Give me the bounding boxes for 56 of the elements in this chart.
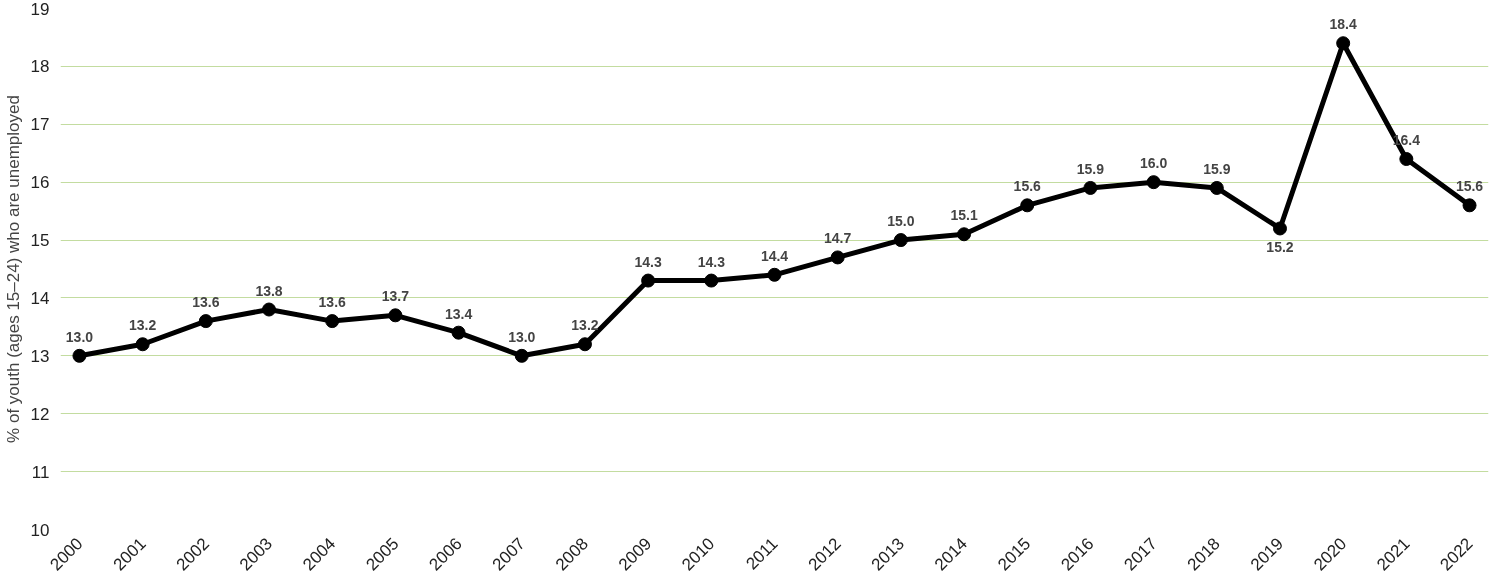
y-tick-label: 16 [30, 173, 50, 193]
y-tick-label: 14 [30, 288, 50, 308]
data-label: 14.4 [760, 247, 789, 264]
point [704, 273, 719, 288]
point [767, 267, 782, 282]
data-label: 18.4 [1329, 16, 1358, 33]
point [135, 337, 150, 352]
data-label: 13.2 [571, 317, 599, 334]
data-label: 15.1 [950, 207, 978, 224]
y-tick-label: 18 [30, 57, 50, 77]
data-label: 15.0 [887, 213, 915, 230]
data-label: 14.3 [697, 253, 726, 270]
point [1272, 221, 1287, 236]
point [957, 227, 972, 242]
point [1399, 152, 1414, 166]
data-label: 15.2 [1266, 239, 1294, 256]
data-label: 13.6 [192, 294, 220, 311]
y-tick-label: 11 [31, 462, 50, 482]
y-tick-label: 19 [30, 0, 50, 19]
data-label: 16.0 [1139, 155, 1168, 172]
point [1336, 36, 1351, 51]
y-tick-label: 15 [30, 231, 50, 251]
y-tick-label: 12 [30, 404, 50, 424]
data-label: 13.6 [318, 294, 347, 311]
point [1146, 175, 1161, 190]
point [830, 250, 845, 265]
point [451, 325, 466, 340]
point [198, 314, 213, 329]
data-label: 15.9 [1076, 160, 1105, 177]
point [388, 308, 403, 323]
data-label: 13.4 [444, 305, 473, 322]
data-label: 13.0 [65, 328, 94, 345]
point [72, 348, 87, 363]
point [1020, 198, 1035, 213]
data-label: 13.2 [129, 317, 157, 334]
data-label: 15.6 [1455, 178, 1484, 195]
data-label: 13.0 [508, 328, 536, 345]
data-label: 14.7 [824, 230, 852, 247]
point [1462, 198, 1477, 213]
point [262, 302, 277, 317]
y-axis-title: % of youth (ages 15–24) who are unemployed [3, 95, 23, 443]
point [641, 273, 656, 288]
point [1083, 180, 1098, 195]
data-label: 15.6 [1013, 178, 1042, 195]
point [893, 233, 908, 248]
data-label: 13.7 [381, 288, 410, 305]
data-label: 15.9 [1203, 160, 1231, 177]
point [514, 348, 529, 363]
data-label: 13.8 [255, 282, 283, 299]
y-tick-label: 17 [30, 115, 50, 135]
y-tick-label: 13 [30, 346, 50, 366]
y-tick-label: 10 [30, 520, 50, 540]
point [325, 314, 340, 329]
point [1209, 180, 1224, 195]
data-label: 14.3 [634, 253, 662, 270]
point [577, 337, 592, 352]
